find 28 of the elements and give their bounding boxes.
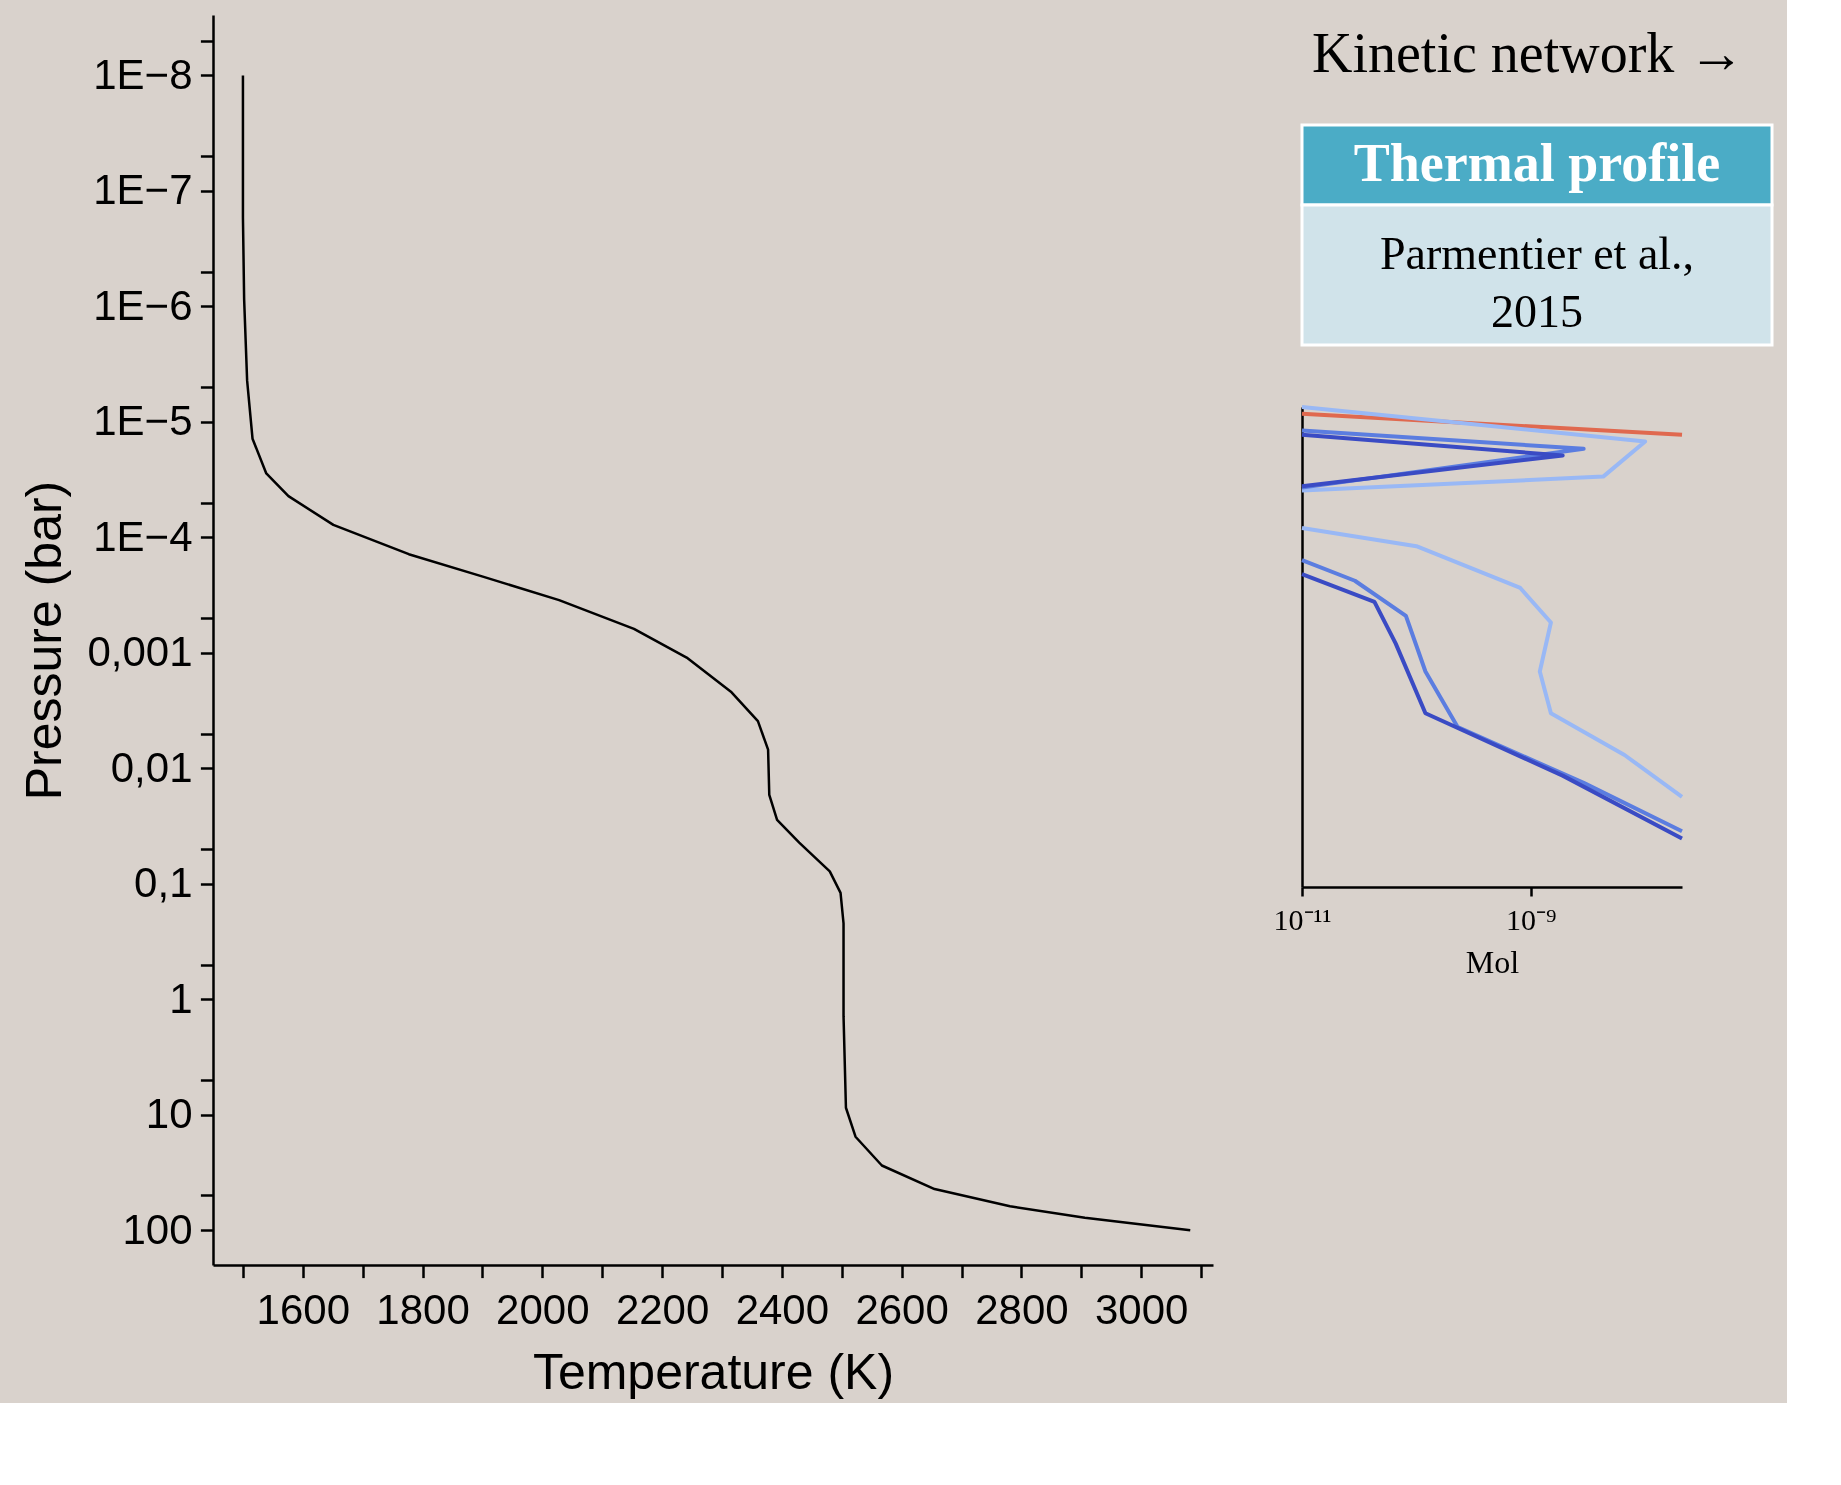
text: Parmentier et al., 2015 — [1379, 228, 1695, 337]
y-tick-label: 100 — [122, 1205, 193, 1253]
y-tick-label: 0,001 — [87, 628, 193, 676]
x-axis-title: Mol — [1465, 943, 1520, 980]
y-tick-label: 1E−8 — [93, 50, 193, 98]
x-tick-label: 2400 — [735, 1285, 830, 1333]
x-tick-label: 1800 — [376, 1285, 470, 1333]
y-axis-title: Pressure (bar) — [15, 480, 72, 801]
text: Thermal profile — [1353, 133, 1721, 193]
x-axis-title: Temperature (K) — [532, 1343, 895, 1400]
y-tick-label: 1E−6 — [93, 281, 193, 329]
text: Kinetic network → — [1312, 22, 1745, 84]
x-tick-label: 2000 — [496, 1285, 590, 1333]
x-tick-label: 10⁻⁹ — [1506, 902, 1557, 936]
x-tick-label: 2600 — [855, 1285, 949, 1333]
x-tick-label: 2800 — [975, 1285, 1069, 1333]
x-tick-label: 10⁻¹¹ — [1273, 902, 1332, 936]
y-tick-label: 0,01 — [110, 743, 193, 791]
y-tick-label: 1E−4 — [93, 512, 193, 560]
line-series — [241, 74, 1192, 1232]
y-tick-label: 1E−5 — [93, 397, 193, 445]
x-tick-label: 2200 — [615, 1285, 710, 1333]
x-tick-label: 3000 — [1094, 1285, 1189, 1333]
x-tick-label: 1600 — [256, 1285, 351, 1333]
y-tick-label: 1E−7 — [93, 166, 193, 214]
y-tick-label: 10 — [145, 1090, 193, 1138]
y-tick-label: 0,1 — [134, 859, 193, 907]
y-tick-label: 1 — [169, 974, 193, 1022]
